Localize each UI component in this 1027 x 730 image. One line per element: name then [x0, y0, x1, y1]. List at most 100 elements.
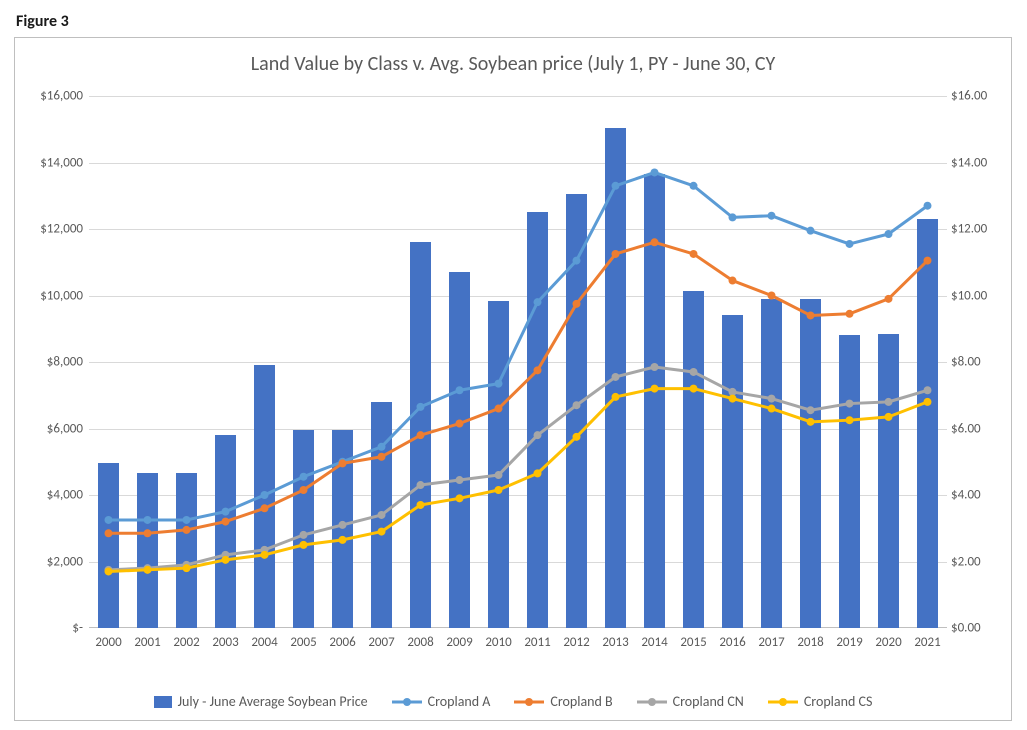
series-marker: [807, 418, 815, 426]
series-marker: [924, 386, 932, 394]
series-marker: [339, 459, 347, 467]
series-marker: [612, 393, 620, 401]
series-marker: [846, 416, 854, 424]
legend-item: July - June Average Soybean Price: [154, 693, 368, 710]
series-marker: [846, 400, 854, 408]
series-marker: [651, 385, 659, 393]
series-marker: [183, 564, 191, 572]
series-marker: [729, 213, 737, 221]
legend-label: Cropland B: [550, 693, 612, 710]
page-root: Figure 3 Land Value by Class v. Avg. Soy…: [0, 0, 1027, 730]
series-marker: [729, 277, 737, 285]
series-marker: [300, 541, 308, 549]
series-marker: [300, 486, 308, 494]
series-marker: [924, 398, 932, 406]
series-marker: [768, 212, 776, 220]
x-tick-label: 2010: [485, 635, 511, 650]
series-marker: [378, 528, 386, 536]
x-tick-label: 2000: [95, 635, 121, 650]
line-layer: [89, 96, 947, 628]
series-marker: [768, 395, 776, 403]
y-left-tick-label: $14,000: [19, 155, 83, 170]
series-marker: [222, 508, 230, 516]
y-left-tick-label: $8,000: [19, 355, 83, 370]
series-marker: [690, 385, 698, 393]
series-marker: [807, 227, 815, 235]
series-marker: [573, 433, 581, 441]
x-tick-label: 2015: [680, 635, 706, 650]
x-tick-label: 2003: [212, 635, 238, 650]
legend: July - June Average Soybean Price Croplan…: [15, 693, 1011, 710]
series-marker: [417, 501, 425, 509]
y-left-tick-label: $2,000: [19, 554, 83, 569]
series-marker: [456, 494, 464, 502]
series-marker: [729, 395, 737, 403]
legend-item: Cropland A: [392, 693, 491, 710]
series-marker: [768, 292, 776, 300]
series-marker: [300, 531, 308, 539]
legend-swatch-line: [514, 695, 544, 709]
x-tick-label: 2001: [134, 635, 160, 650]
series-marker: [924, 257, 932, 265]
series-marker: [534, 298, 542, 306]
series-marker: [885, 413, 893, 421]
legend-swatch-line: [637, 695, 667, 709]
y-left-tick-label: $6,000: [19, 421, 83, 436]
series-marker: [924, 202, 932, 210]
series-marker: [495, 471, 503, 479]
y-left-tick-label: $12,000: [19, 222, 83, 237]
series-marker: [768, 405, 776, 413]
series-marker: [651, 238, 659, 246]
series-marker: [378, 453, 386, 461]
chart-frame: Land Value by Class v. Avg. Soybean pric…: [14, 37, 1012, 721]
legend-item: Cropland CS: [768, 693, 873, 710]
series-marker: [144, 516, 152, 524]
legend-swatch-bar: [154, 696, 172, 708]
x-tick-label: 2004: [251, 635, 277, 650]
x-tick-label: 2009: [446, 635, 472, 650]
x-tick-label: 2021: [914, 635, 940, 650]
x-tick-label: 2019: [836, 635, 862, 650]
series-marker: [456, 386, 464, 394]
series-marker: [573, 300, 581, 308]
series-marker: [495, 380, 503, 388]
legend-label: July - June Average Soybean Price: [178, 693, 368, 710]
series-marker: [612, 182, 620, 190]
series-marker: [885, 295, 893, 303]
series-marker: [261, 551, 269, 559]
chart-title: Land Value by Class v. Avg. Soybean pric…: [15, 52, 1011, 76]
series-marker: [105, 529, 113, 537]
series-marker: [495, 486, 503, 494]
series-marker: [261, 491, 269, 499]
series-marker: [612, 250, 620, 258]
series-marker: [378, 443, 386, 451]
series-marker: [534, 469, 542, 477]
series-line: [109, 242, 928, 533]
legend-swatch-line: [768, 695, 798, 709]
series-marker: [651, 168, 659, 176]
y-right-tick-label: $2.00: [951, 554, 1007, 569]
series-marker: [690, 368, 698, 376]
x-tick-label: 2014: [641, 635, 667, 650]
series-marker: [846, 240, 854, 248]
series-marker: [807, 406, 815, 414]
series-marker: [183, 516, 191, 524]
x-tick-label: 2018: [797, 635, 823, 650]
legend-label: Cropland CS: [804, 693, 873, 710]
series-marker: [690, 182, 698, 190]
x-tick-label: 2006: [329, 635, 355, 650]
x-tick-label: 2017: [758, 635, 784, 650]
legend-item: Cropland CN: [637, 693, 744, 710]
x-tick-label: 2007: [368, 635, 394, 650]
series-marker: [846, 310, 854, 318]
series-marker: [807, 311, 815, 319]
series-line: [109, 367, 928, 570]
series-marker: [885, 398, 893, 406]
y-left-tick-label: $-: [19, 621, 83, 636]
series-marker: [885, 230, 893, 238]
x-tick-label: 2005: [290, 635, 316, 650]
series-marker: [417, 431, 425, 439]
y-right-tick-label: $10.00: [951, 288, 1007, 303]
x-tick-label: 2008: [407, 635, 433, 650]
y-right-tick-label: $14.00: [951, 155, 1007, 170]
